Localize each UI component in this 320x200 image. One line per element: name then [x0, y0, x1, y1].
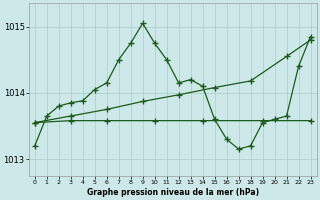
- X-axis label: Graphe pression niveau de la mer (hPa): Graphe pression niveau de la mer (hPa): [87, 188, 259, 197]
